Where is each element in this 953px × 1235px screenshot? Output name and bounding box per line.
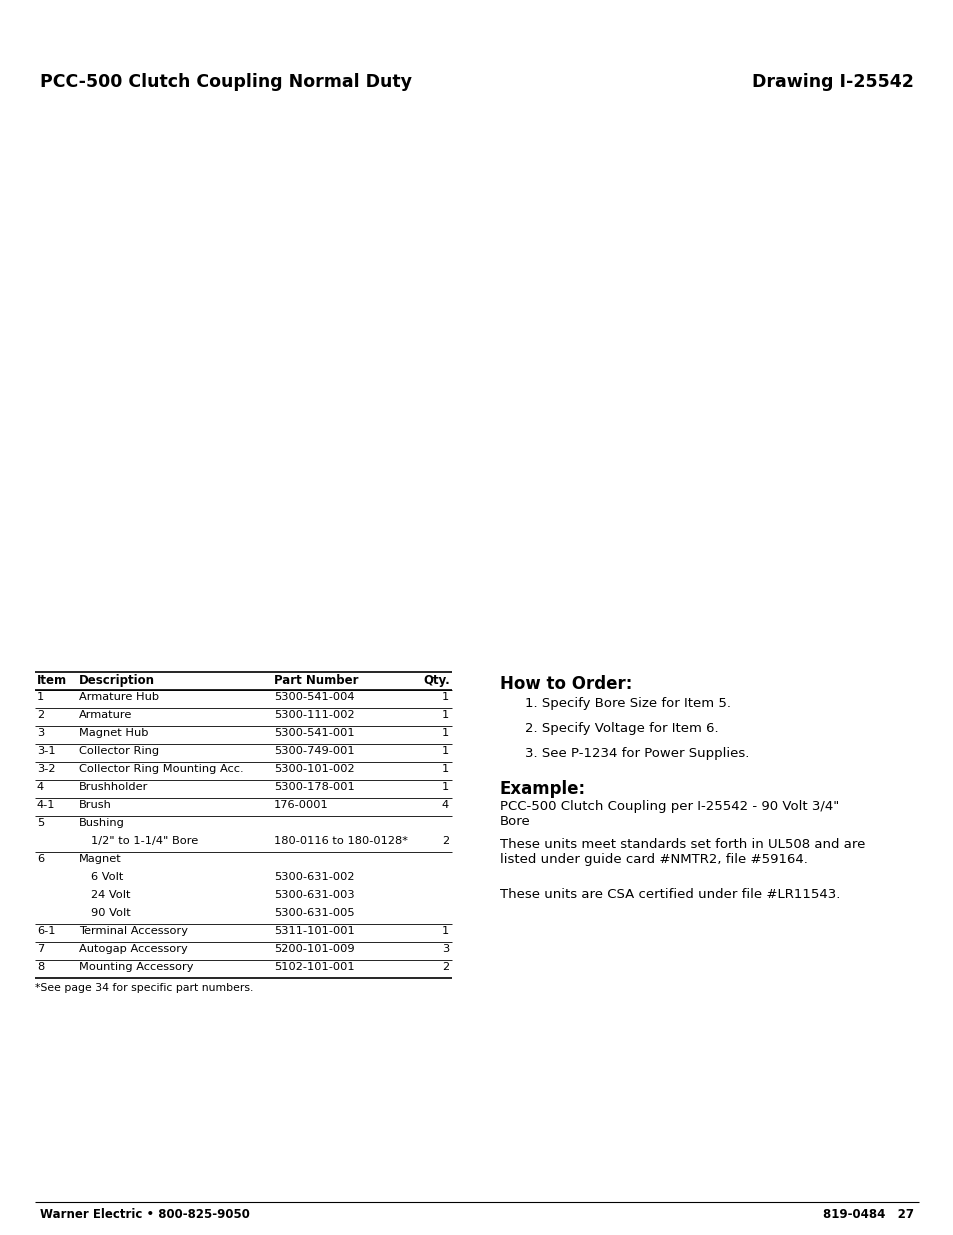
Text: Magnet Hub: Magnet Hub — [79, 727, 149, 739]
Text: 1: 1 — [441, 710, 449, 720]
Text: 819-0484   27: 819-0484 27 — [822, 1208, 913, 1221]
Text: Armature: Armature — [79, 710, 132, 720]
Text: How to Order:: How to Order: — [499, 676, 632, 693]
Text: 8: 8 — [37, 962, 44, 972]
Text: 4: 4 — [441, 800, 449, 810]
Text: 5300-749-001: 5300-749-001 — [274, 746, 355, 756]
Text: 4: 4 — [37, 782, 44, 792]
Text: 1: 1 — [441, 926, 449, 936]
Text: PCC-500 Clutch Coupling per I-25542 - 90 Volt 3/4"
Bore: PCC-500 Clutch Coupling per I-25542 - 90… — [499, 800, 839, 827]
Text: 5102-101-001: 5102-101-001 — [274, 962, 355, 972]
Text: 5: 5 — [37, 818, 44, 827]
Text: 3. See P-1234 for Power Supplies.: 3. See P-1234 for Power Supplies. — [524, 747, 749, 760]
Text: 5300-631-002: 5300-631-002 — [274, 872, 355, 882]
Text: 5300-178-001: 5300-178-001 — [274, 782, 355, 792]
Text: 1: 1 — [441, 764, 449, 774]
Text: 24 Volt: 24 Volt — [91, 890, 131, 900]
Text: 2: 2 — [441, 962, 449, 972]
Text: Brushholder: Brushholder — [79, 782, 149, 792]
Text: 1: 1 — [37, 692, 44, 701]
Text: 1: 1 — [441, 692, 449, 701]
Text: *See page 34 for specific part numbers.: *See page 34 for specific part numbers. — [35, 983, 253, 993]
Text: 176-0001: 176-0001 — [274, 800, 329, 810]
Text: 3: 3 — [37, 727, 44, 739]
Text: Part Number: Part Number — [274, 674, 358, 687]
Text: Autogap Accessory: Autogap Accessory — [79, 944, 188, 953]
Text: 5311-101-001: 5311-101-001 — [274, 926, 355, 936]
Text: 6 Volt: 6 Volt — [91, 872, 123, 882]
Text: Collector Ring Mounting Acc.: Collector Ring Mounting Acc. — [79, 764, 243, 774]
Text: Terminal Accessory: Terminal Accessory — [79, 926, 188, 936]
Text: 180-0116 to 180-0128*: 180-0116 to 180-0128* — [274, 836, 408, 846]
Text: Brush: Brush — [79, 800, 112, 810]
Text: Drawing I-25542: Drawing I-25542 — [751, 73, 913, 91]
Text: 2: 2 — [37, 710, 44, 720]
Text: 6-1: 6-1 — [37, 926, 55, 936]
Text: Example:: Example: — [499, 781, 585, 798]
Text: Qty.: Qty. — [423, 674, 450, 687]
Text: 6: 6 — [37, 853, 44, 864]
Text: Description: Description — [79, 674, 154, 687]
Text: Item: Item — [37, 674, 67, 687]
Text: 7: 7 — [37, 944, 44, 953]
Text: PCC-500 Clutch Coupling Normal Duty: PCC-500 Clutch Coupling Normal Duty — [40, 73, 412, 91]
Text: These units meet standards set forth in UL508 and are
listed under guide card #N: These units meet standards set forth in … — [499, 839, 864, 866]
Text: 1. Specify Bore Size for Item 5.: 1. Specify Bore Size for Item 5. — [524, 697, 730, 710]
Text: 5300-541-004: 5300-541-004 — [274, 692, 355, 701]
Text: These units are CSA certified under file #LR11543.: These units are CSA certified under file… — [499, 888, 840, 902]
Text: 1: 1 — [441, 746, 449, 756]
Text: Bushing: Bushing — [79, 818, 125, 827]
Text: 3: 3 — [441, 944, 449, 953]
Text: 1/2" to 1-1/4" Bore: 1/2" to 1-1/4" Bore — [91, 836, 198, 846]
Text: Armature Hub: Armature Hub — [79, 692, 159, 701]
Text: 3-1: 3-1 — [37, 746, 55, 756]
Text: 5200-101-009: 5200-101-009 — [274, 944, 355, 953]
Text: 5300-541-001: 5300-541-001 — [274, 727, 355, 739]
Text: Warner Electric • 800-825-9050: Warner Electric • 800-825-9050 — [40, 1208, 250, 1221]
Text: 90 Volt: 90 Volt — [91, 908, 131, 918]
Text: 2. Specify Voltage for Item 6.: 2. Specify Voltage for Item 6. — [524, 722, 718, 735]
Text: Mounting Accessory: Mounting Accessory — [79, 962, 193, 972]
Text: 5300-101-002: 5300-101-002 — [274, 764, 355, 774]
Text: 1: 1 — [441, 782, 449, 792]
Text: 5300-631-005: 5300-631-005 — [274, 908, 355, 918]
Text: 4-1: 4-1 — [37, 800, 55, 810]
Text: 3-2: 3-2 — [37, 764, 55, 774]
Text: 1: 1 — [441, 727, 449, 739]
Text: Magnet: Magnet — [79, 853, 122, 864]
Text: 5300-631-003: 5300-631-003 — [274, 890, 355, 900]
Text: 2: 2 — [441, 836, 449, 846]
Text: 5300-111-002: 5300-111-002 — [274, 710, 355, 720]
Text: Collector Ring: Collector Ring — [79, 746, 159, 756]
